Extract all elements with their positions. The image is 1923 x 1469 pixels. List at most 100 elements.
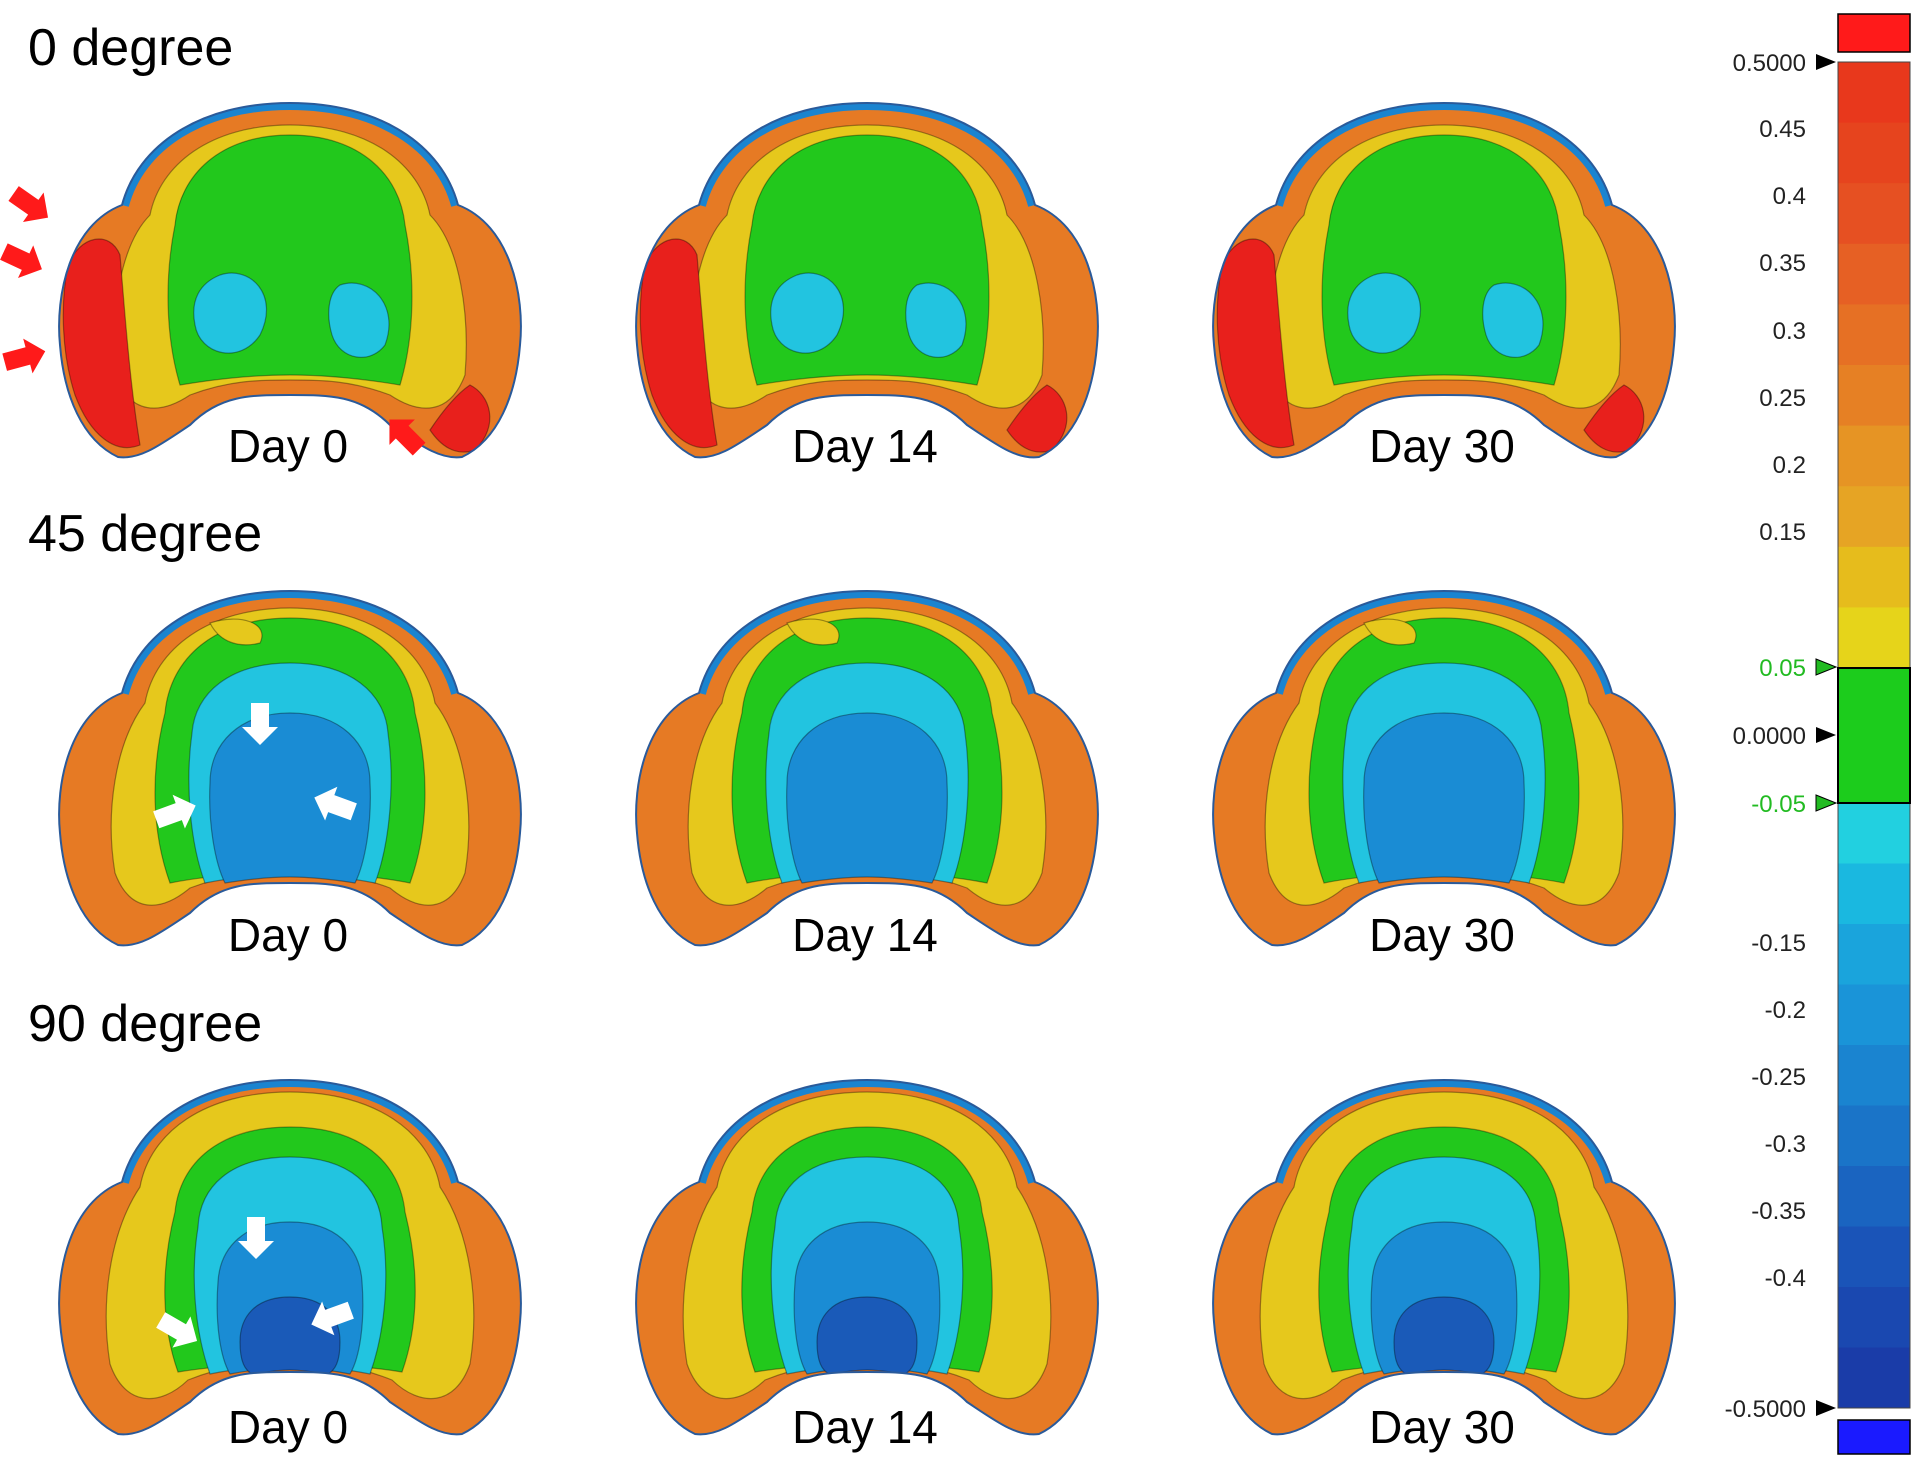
day-label: Day 14 — [792, 1401, 938, 1453]
contour-region — [786, 712, 948, 884]
color-band — [1838, 243, 1910, 305]
tick-label: -0.2 — [1765, 997, 1806, 1024]
contour-region — [1006, 384, 1068, 453]
contour-region — [328, 282, 390, 358]
tick-label: -0.4 — [1765, 1265, 1806, 1292]
upper-tolerance-label: 0.05 — [1759, 655, 1806, 682]
tick-label: 0.4 — [1773, 183, 1806, 210]
panel-outline — [58, 589, 522, 947]
white-arrow-icon — [311, 1301, 354, 1336]
contour-region — [639, 238, 718, 449]
tick-label: -0.15 — [1751, 930, 1806, 957]
deviation-map-panel — [1212, 589, 1676, 947]
color-band — [1838, 1226, 1910, 1288]
zero-marker-icon — [1816, 727, 1836, 743]
color-band — [1838, 924, 1910, 985]
color-band — [1838, 1105, 1910, 1167]
color-band — [1838, 304, 1910, 366]
over-range-swatch — [1837, 13, 1911, 53]
color-band — [1838, 1166, 1910, 1227]
color-band — [1838, 607, 1910, 669]
contour-region — [1363, 618, 1417, 646]
color-band — [1838, 984, 1910, 1046]
contour-region — [239, 1296, 341, 1375]
color-band — [1838, 62, 1910, 124]
row-label-0-degree: 0 degree — [28, 19, 234, 77]
contour-region — [786, 618, 840, 646]
tick-label: 0.2 — [1773, 452, 1806, 479]
tick-label: 0.35 — [1759, 250, 1806, 277]
color-band — [1838, 803, 1910, 864]
min-tick-label: -0.5000 — [1725, 1396, 1806, 1423]
zero-tick-label: 0.0000 — [1733, 723, 1806, 750]
color-bands — [1837, 61, 1911, 1409]
panel-outline — [635, 589, 1099, 947]
color-band — [1838, 425, 1910, 487]
day-label: Day 30 — [1369, 420, 1515, 472]
red-arrow-icon — [2, 338, 46, 374]
max-tick-label: 0.5000 — [1733, 50, 1806, 77]
deviation-map-panel — [0, 101, 522, 459]
day-label: Day 0 — [227, 1401, 349, 1453]
panel-outline — [58, 101, 522, 459]
white-arrow-icon — [156, 1312, 198, 1348]
deviation-map-panel — [635, 589, 1099, 947]
contour-region — [193, 272, 267, 354]
contour-region — [1583, 384, 1645, 453]
panel-outline — [635, 1078, 1099, 1436]
contour-region — [905, 282, 967, 358]
row-label-90-degree: 90 degree — [28, 995, 263, 1053]
color-band — [1838, 863, 1910, 925]
tick-label: 0.15 — [1759, 519, 1806, 546]
deviation-map-panel — [1212, 1078, 1676, 1436]
max-marker-icon — [1816, 54, 1836, 70]
day-label: Day 14 — [792, 420, 938, 472]
day-label: Day 0 — [227, 420, 349, 472]
panel-outline — [1212, 589, 1676, 947]
deviation-map-panel — [635, 1078, 1099, 1436]
tolerance-band — [1837, 667, 1911, 804]
day-label: Day 14 — [792, 909, 938, 961]
color-band — [1838, 486, 1910, 548]
red-arrow-icon — [8, 186, 49, 223]
white-arrow-icon — [314, 786, 357, 821]
deviation-map-panel — [1212, 101, 1676, 459]
day-label: Day 0 — [227, 909, 349, 961]
contour-region — [816, 1296, 918, 1375]
lower-tolerance-label: -0.05 — [1751, 791, 1806, 818]
day-label: Day 30 — [1369, 909, 1515, 961]
contour-region — [1216, 238, 1295, 449]
color-bar-outline — [1837, 61, 1911, 1409]
color-band — [1838, 365, 1910, 427]
lower-tolerance-marker-icon — [1815, 794, 1838, 812]
white-arrow-icon — [238, 1217, 274, 1259]
contour-region — [1363, 712, 1525, 884]
contour-region — [62, 238, 141, 449]
tick-label: -0.3 — [1765, 1131, 1806, 1158]
contour-region — [1482, 282, 1544, 358]
contour-region — [1393, 1296, 1495, 1375]
tick-label: -0.35 — [1751, 1198, 1806, 1225]
contour-region — [770, 272, 844, 354]
deviation-map-panel — [58, 589, 522, 947]
red-arrow-icon — [389, 419, 426, 456]
panel-outline — [635, 101, 1099, 459]
color-band — [1838, 1347, 1910, 1409]
tick-labels: 0.45 0.4 0.35 0.3 0.25 0.2 0.15 -0.15 -0.2 -0.25 -… — [1751, 116, 1806, 1292]
color-band — [1838, 122, 1910, 184]
panel-outline — [1212, 101, 1676, 459]
upper-tolerance-marker-icon — [1815, 658, 1838, 676]
min-marker-icon — [1816, 1400, 1836, 1416]
contour-region — [429, 384, 491, 453]
color-band — [1838, 1045, 1910, 1106]
red-arrow-icon — [0, 243, 42, 279]
tick-label: 0.45 — [1759, 116, 1806, 143]
contour-region — [1347, 272, 1421, 354]
panel-outline — [1212, 1078, 1676, 1436]
white-arrow-icon — [153, 794, 196, 829]
contour-region — [209, 618, 263, 646]
tick-label: -0.25 — [1751, 1064, 1806, 1091]
color-band — [1838, 1287, 1910, 1348]
contour-region — [209, 712, 371, 884]
day-label: Day 30 — [1369, 1401, 1515, 1453]
